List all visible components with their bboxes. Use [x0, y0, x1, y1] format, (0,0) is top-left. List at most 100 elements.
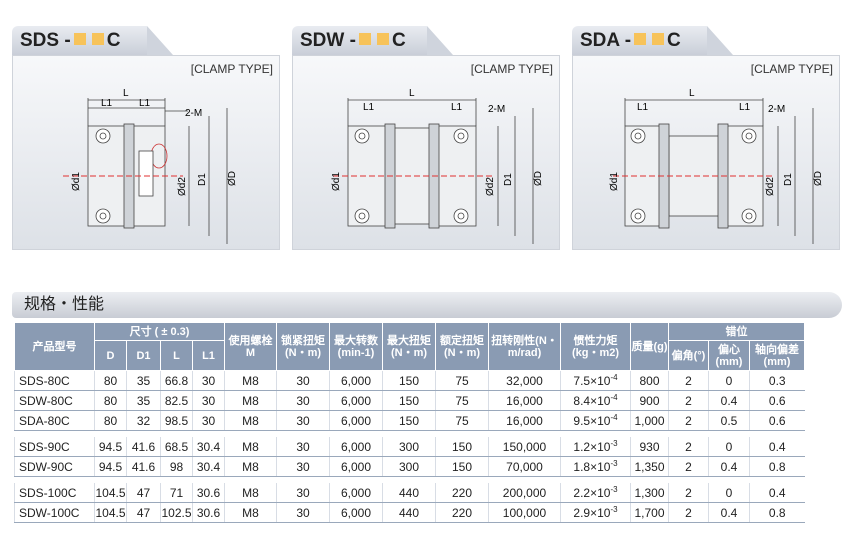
inertia-cell: 9.5×10-4: [560, 410, 631, 431]
table-cell: 30: [276, 456, 330, 477]
table-cell: M8: [224, 483, 277, 503]
table-cell: 0.5: [708, 410, 750, 431]
table-cell: 30.4: [192, 456, 225, 477]
table-cell: 30.6: [192, 483, 225, 503]
header-center: 偏心(mm): [708, 340, 750, 371]
table-cell: M8: [224, 456, 277, 477]
table-cell: 0.6: [749, 390, 805, 411]
panel-tab: SDW - C: [292, 26, 453, 55]
panel-tab: SDA - C: [572, 26, 733, 55]
table-cell: 32: [126, 410, 161, 431]
table-cell: 0.4: [749, 437, 805, 457]
table-cell: 0.4: [708, 390, 750, 411]
panel-sda: SDA - C [CLAMP TYPE] L L1 L1 2-M: [572, 0, 840, 250]
table-cell: 150: [382, 390, 436, 411]
placeholder-square: [91, 33, 104, 45]
table-row: SDA-80C 80 32 98.5 30 M8 30 6,000 150 75 16,000 9.5…: [14, 410, 805, 431]
table-cell: 300: [382, 437, 436, 457]
inertia-cell: 2.2×10-3: [560, 483, 631, 503]
placeholder-square: [376, 33, 389, 45]
header-axial: 轴向偏差(mm): [749, 340, 805, 371]
header-angle: 偏角(°): [668, 340, 709, 371]
table-cell: 100,000: [488, 502, 561, 523]
table-cell: 6,000: [329, 390, 383, 411]
table-cell: 2: [668, 456, 709, 477]
table-cell: 0.8: [749, 456, 805, 477]
spec-table: 产品型号 尺寸 ( ± 0.3) 使用螺栓M 锁紧扭矩(N・m) 最大转数(mi…: [14, 322, 805, 523]
model-prefix: SDW -: [300, 30, 356, 51]
table-cell: 35: [126, 390, 161, 411]
dim-L1: L1: [739, 102, 751, 113]
header-L1: L1: [192, 340, 225, 371]
table-cell: 94.5: [94, 456, 127, 477]
table-cell: 0: [708, 437, 750, 457]
table-cell: 80: [94, 370, 127, 391]
dim-L1: L1: [451, 102, 463, 113]
table-cell: 30: [276, 502, 330, 523]
dim-D1: D1: [783, 173, 794, 186]
header-size: 尺寸 ( ± 0.3): [94, 322, 225, 341]
table-cell: 2: [668, 390, 709, 411]
table-cell: 16,000: [488, 410, 561, 431]
placeholder-square: [634, 33, 647, 45]
dim-d2: Ød2: [485, 177, 496, 196]
table-cell: 150: [435, 437, 489, 457]
table-cell: M8: [224, 390, 277, 411]
table-cell: 102.5: [160, 502, 193, 523]
placeholder-square: [652, 33, 665, 45]
table-cell: 2: [668, 483, 709, 503]
clamp-type-label: [CLAMP TYPE]: [750, 62, 833, 76]
table-cell: 80: [94, 390, 127, 411]
table-cell: 104.5: [94, 502, 127, 523]
dim-D: ØD: [813, 171, 824, 186]
dim-D: ØD: [533, 171, 544, 186]
table-cell: 0.3: [749, 370, 805, 391]
dim-L: L: [689, 88, 695, 99]
dim-d1: Ød1: [331, 172, 342, 191]
dim-L1: L1: [139, 98, 151, 109]
dim-2M: 2-M: [185, 108, 202, 119]
dim-L: L: [123, 88, 129, 99]
table-cell: 0: [708, 370, 750, 391]
table-cell: 0.6: [749, 410, 805, 431]
table-cell: 6,000: [329, 437, 383, 457]
table-cell: 41.6: [126, 456, 161, 477]
dim-d2: Ød2: [765, 177, 776, 196]
table-cell: 2: [668, 370, 709, 391]
table-cell: 82.5: [160, 390, 193, 411]
panel-tab: SDS - C: [12, 26, 173, 55]
table-cell: 930: [630, 437, 669, 457]
inertia-cell: 1.8×10-3: [560, 456, 631, 477]
model-prefix: SDA -: [580, 30, 632, 51]
table-cell: 30: [276, 483, 330, 503]
table-cell: 80: [94, 410, 127, 431]
header-max-speed: 最大转数(min-1): [329, 322, 383, 371]
table-cell: 6,000: [329, 502, 383, 523]
dim-D1: D1: [503, 173, 514, 186]
table-cell: 30: [276, 370, 330, 391]
table-cell: 1,000: [630, 410, 669, 431]
table-cell: 900: [630, 390, 669, 411]
table-cell: 0: [708, 483, 750, 503]
table-cell: 1,700: [630, 502, 669, 523]
header-max-torque: 最大扭矩(N・m): [382, 322, 436, 371]
table-cell: 30: [192, 370, 225, 391]
dim-D: ØD: [227, 171, 238, 186]
model-suffix: C: [667, 30, 681, 51]
header-bolt: 使用螺栓M: [224, 322, 277, 371]
table-cell: 70,000: [488, 456, 561, 477]
table-cell: M8: [224, 437, 277, 457]
dim-L1: L1: [637, 102, 649, 113]
table-cell: 30: [192, 390, 225, 411]
drawing-panel: [CLAMP TYPE] L L1 L1 2-M Ød1 Ø: [12, 55, 280, 250]
table-cell: M8: [224, 410, 277, 431]
header-D1: D1: [126, 340, 161, 371]
table-cell: 6,000: [329, 370, 383, 391]
table-cell: 0.4: [708, 502, 750, 523]
table-cell: 41.6: [126, 437, 161, 457]
sda-drawing: L L1 L1 2-M Ød1 Ød2 D1 ØD: [609, 88, 824, 244]
dim-L: L: [409, 88, 415, 99]
dim-d1: Ød1: [71, 172, 82, 191]
table-cell: 66.8: [160, 370, 193, 391]
dim-2M: 2-M: [488, 104, 505, 115]
